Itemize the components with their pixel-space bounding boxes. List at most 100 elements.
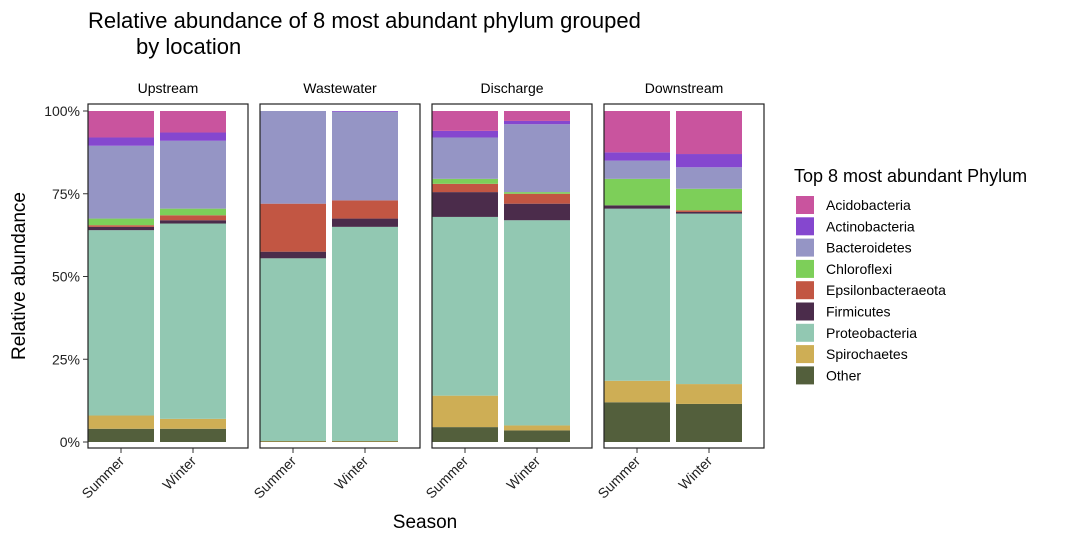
legend-swatch-epsilonbacteraeota	[796, 281, 814, 300]
bar-segment-proteobacteria	[504, 220, 570, 426]
bar-segment-chloroflexi	[604, 178, 670, 206]
legend-swatch-bacteroidetes	[796, 238, 814, 257]
y-tick-label: 0%	[60, 434, 80, 450]
x-tick-label: Summer	[250, 453, 299, 502]
x-tick-label: Summer	[594, 453, 643, 502]
legend-label-bacteroidetes: Bacteroidetes	[826, 240, 912, 256]
bar-winter	[504, 111, 570, 442]
bar-summer	[604, 111, 670, 442]
bar-winter	[676, 111, 742, 442]
legend-label-acidobacteria: Acidobacteria	[826, 197, 911, 213]
bar-segment-chloroflexi	[676, 188, 742, 211]
bar-segment-bacteroidetes	[332, 111, 398, 201]
bar-segment-acidobacteria	[432, 111, 498, 131]
bar-segment-proteobacteria	[332, 226, 398, 442]
bar-segment-spirochaetes	[676, 384, 742, 404]
bar-segment-bacteroidetes	[504, 124, 570, 193]
legend-swatch-spirochaetes	[796, 345, 814, 364]
bar-segment-spirochaetes	[432, 395, 498, 428]
x-tick-label: Winter	[159, 453, 199, 493]
legend-label-firmicutes: Firmicutes	[826, 304, 891, 320]
bar-segment-other	[432, 427, 498, 442]
bar-segment-chloroflexi	[504, 192, 570, 194]
bar-segment-actinobacteria	[604, 152, 670, 161]
facet-panels: Upstream Summer Winter Wastewater Summer Wint…	[78, 80, 765, 502]
bar-segment-epsilonbacteraeota	[88, 225, 154, 227]
bar-segment-firmicutes	[88, 226, 154, 231]
bar-summer	[88, 111, 154, 442]
bar-segment-other	[332, 441, 398, 442]
bar-segment-chloroflexi	[160, 208, 226, 216]
y-tick-label: 50%	[52, 269, 80, 285]
bar-segment-bacteroidetes	[160, 140, 226, 209]
bar-segment-acidobacteria	[504, 111, 570, 121]
legend-swatch-firmicutes	[796, 302, 814, 321]
legend-swatch-chloroflexi	[796, 259, 814, 278]
bar-segment-actinobacteria	[88, 137, 154, 146]
bar-segment-proteobacteria	[160, 223, 226, 419]
bar-segment-actinobacteria	[504, 120, 570, 125]
bar-segment-firmicutes	[432, 192, 498, 217]
bar-segment-bacteroidetes	[676, 167, 742, 189]
bar-segment-spirochaetes	[160, 418, 226, 429]
bar-segment-epsilonbacteraeota	[676, 210, 742, 212]
bar-segment-other	[676, 403, 742, 442]
bar-summer	[260, 111, 326, 442]
x-tick-label: Winter	[331, 453, 371, 493]
facet-label: Wastewater	[303, 80, 377, 96]
bar-segment-epsilonbacteraeota	[504, 193, 570, 204]
bar-segment-bacteroidetes	[260, 111, 326, 204]
legend-label-proteobacteria: Proteobacteria	[826, 325, 917, 341]
facet-label: Discharge	[480, 80, 543, 96]
bar-segment-acidobacteria	[160, 111, 226, 133]
legend-swatch-acidobacteria	[796, 196, 814, 214]
panel-border	[603, 103, 765, 449]
bar-segment-proteobacteria	[432, 216, 498, 396]
y-tick-label: 100%	[44, 103, 80, 119]
bar-segment-bacteroidetes	[432, 137, 498, 179]
facet-upstream: Upstream Summer Winter	[78, 80, 249, 502]
bar-segment-other	[504, 430, 570, 442]
facet-wastewater: Wastewater Summer Winter	[250, 80, 421, 502]
bar-segment-firmicutes	[332, 218, 398, 227]
bar-segment-firmicutes	[160, 220, 226, 224]
legend-swatch-actinobacteria	[796, 217, 814, 236]
x-tick-label: Winter	[675, 453, 715, 493]
legend-swatch-other	[796, 366, 814, 385]
bar-segment-actinobacteria	[432, 130, 498, 138]
bar-segment-actinobacteria	[332, 111, 398, 112]
facet-label: Downstream	[645, 80, 724, 96]
bar-segment-epsilonbacteraeota	[260, 203, 326, 252]
bar-segment-bacteroidetes	[88, 145, 154, 219]
bar-segment-epsilonbacteraeota	[432, 183, 498, 193]
bar-segment-epsilonbacteraeota	[160, 215, 226, 221]
facet-discharge: Discharge Summer Winter	[422, 80, 593, 502]
bar-segment-other	[260, 441, 326, 442]
legend-swatch-proteobacteria	[796, 323, 814, 342]
bar-segment-firmicutes	[504, 203, 570, 221]
bar-segment-spirochaetes	[260, 441, 326, 442]
bar-winter	[332, 111, 398, 442]
bar-winter	[160, 111, 226, 442]
bar-segment-other	[604, 402, 670, 442]
bar-segment-other	[160, 428, 226, 442]
legend-label-other: Other	[826, 367, 861, 383]
bar-segment-chloroflexi	[432, 178, 498, 184]
bar-segment-spirochaetes	[604, 380, 670, 403]
bar-segment-actinobacteria	[676, 154, 742, 168]
y-axis: 0% 25% 50% 75% 100%	[44, 103, 88, 450]
legend: Top 8 most abundant Phylum Acidobacteria…	[794, 166, 1027, 385]
chart-title-line-2: by location	[136, 34, 241, 59]
bar-segment-spirochaetes	[504, 425, 570, 431]
bar-segment-acidobacteria	[676, 111, 742, 155]
bar-segment-actinobacteria	[160, 132, 226, 141]
bar-summer	[432, 111, 498, 442]
bar-segment-firmicutes	[604, 205, 670, 209]
legend-label-epsilonbacteraeota: Epsilonbacteraeota	[826, 282, 946, 298]
panel-border	[431, 103, 593, 449]
facet-label: Upstream	[138, 80, 199, 96]
x-tick-label: Summer	[422, 453, 471, 502]
y-tick-label: 25%	[52, 351, 80, 367]
bar-segment-other	[88, 428, 154, 442]
